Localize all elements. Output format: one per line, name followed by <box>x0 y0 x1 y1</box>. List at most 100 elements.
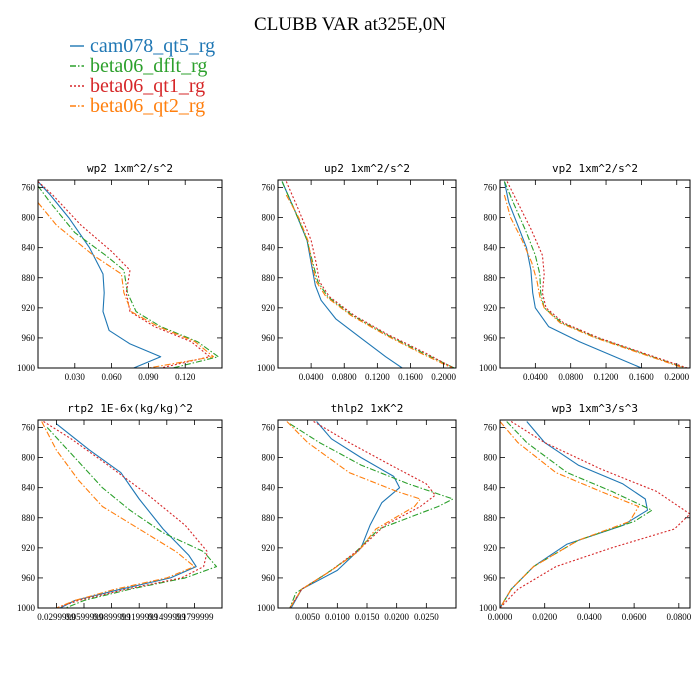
y-tick-label: 760 <box>22 183 36 193</box>
series-line-beta06_qt2_rg <box>503 194 684 368</box>
series-group <box>503 181 688 368</box>
y-tick-label: 840 <box>484 243 498 253</box>
y-tick-label: 1000 <box>257 363 276 373</box>
series-line-beta06_qt2_rg <box>500 421 640 608</box>
y-tick-label: 920 <box>22 543 36 553</box>
series-line-cam078_qt5_rg <box>500 421 649 608</box>
y-tick-label: 760 <box>484 423 498 433</box>
series-line-beta06_qt1_rg <box>500 421 690 608</box>
x-tick-label: 0.0899999 <box>92 612 131 622</box>
x-tick-label: 0.0150 <box>355 612 380 622</box>
panel-grid: wp2 1xm^2/s^2 760 800 840 880 920 960 1000 0.030… <box>17 162 692 622</box>
series-line-beta06_qt2_rg <box>285 194 453 368</box>
legend: cam078_qt5_rgbeta06_dflt_rgbeta06_qt1_rg… <box>70 35 215 117</box>
series-line-beta06_qt2_rg <box>286 421 421 608</box>
y-tick-label: 760 <box>22 423 36 433</box>
x-tick-label: 0.0050 <box>295 612 320 622</box>
x-tick-label: 0.0800 <box>558 372 583 382</box>
x-tick-label: 0.1200 <box>365 372 390 382</box>
y-tick-label: 840 <box>262 483 276 493</box>
panel-6: wp3 1xm^3/s^3 760 800 840 880 920 960 10000.000… <box>479 402 692 622</box>
series-line-cam078_qt5_rg <box>38 181 162 368</box>
panel-title: wp3 1xm^3/s^3 <box>552 402 638 415</box>
plot-frame <box>37 179 223 369</box>
series-line-beta06_dflt_rg <box>503 181 686 368</box>
y-tick-label: 840 <box>262 243 276 253</box>
panel-title: up2 1xm^2/s^2 <box>324 162 410 175</box>
y-tick-label: 1000 <box>17 603 36 613</box>
series-group <box>38 181 219 368</box>
y-tick-label: 880 <box>484 273 498 283</box>
series-line-beta06_qt1_rg <box>285 181 454 368</box>
x-tick-label: 0.0250 <box>414 612 439 622</box>
x-tick-label: 0.120 <box>175 372 196 382</box>
x-tick-label: 0.2000 <box>431 372 456 382</box>
series-group <box>281 181 455 368</box>
y-tick-label: 760 <box>262 183 276 193</box>
series-group <box>500 421 690 608</box>
figure-title: CLUBB VAR at325E,0N <box>254 14 446 35</box>
y-tick-label: 800 <box>484 213 498 223</box>
y-tick-label: 1000 <box>257 603 276 613</box>
y-tick-label: 880 <box>22 513 36 523</box>
x-tick-label: 0.0599999 <box>65 612 104 622</box>
series-line-beta06_dflt_rg <box>289 423 454 608</box>
y-tick-label: 760 <box>262 423 276 433</box>
x-tick-label: 0.0299999 <box>37 612 76 622</box>
x-tick-label: 0.1799999 <box>175 612 214 622</box>
series-group <box>41 421 218 608</box>
y-tick-label: 920 <box>22 303 36 313</box>
y-tick-label: 840 <box>22 243 36 253</box>
x-tick-label: 0.0400 <box>523 372 548 382</box>
x-tick-label: 0.030 <box>65 372 86 382</box>
y-tick-label: 960 <box>262 333 276 343</box>
y-tick-label: 960 <box>262 573 276 583</box>
x-tick-label: 0.2000 <box>664 372 689 382</box>
panel-5: thlp2 1xK^2 760 800 840 880 920 960 1000 0.0050 0… <box>257 402 457 622</box>
x-tick-label: 0.0200 <box>532 612 557 622</box>
x-tick-label: 0.0400 <box>577 612 602 622</box>
y-tick-label: 880 <box>262 513 276 523</box>
x-tick-label: 0.0800 <box>332 372 357 382</box>
panel-3: vp2 1xm^2/s^2 760 800 840 880 920 960 1000 0.040… <box>479 162 691 382</box>
y-tick-label: 920 <box>484 303 498 313</box>
series-line-beta06_qt2_rg <box>38 202 214 368</box>
y-tick-label: 880 <box>484 513 498 523</box>
panel-title: rtp2 1E-6x(kg/kg)^2 <box>67 402 193 415</box>
plot-frame <box>37 419 223 609</box>
y-tick-label: 960 <box>22 573 36 583</box>
x-tick-label: 0.1200 <box>594 372 619 382</box>
x-tick-label: 0.1499999 <box>148 612 187 622</box>
y-tick-label: 800 <box>22 453 36 463</box>
series-line-beta06_qt1_rg <box>289 421 436 608</box>
series-group <box>286 421 454 608</box>
y-tick-label: 800 <box>262 453 276 463</box>
y-tick-label: 1000 <box>479 603 498 613</box>
y-tick-label: 760 <box>484 183 498 193</box>
y-tick-label: 880 <box>22 273 36 283</box>
plot-frame <box>277 419 457 609</box>
series-line-beta06_dflt_rg <box>38 185 219 368</box>
y-tick-label: 920 <box>484 543 498 553</box>
x-tick-label: 0.0000 <box>488 612 513 622</box>
x-tick-label: 0.060 <box>101 372 122 382</box>
x-tick-label: 0.1199999 <box>120 612 158 622</box>
y-tick-label: 920 <box>262 543 276 553</box>
series-line-cam078_qt5_rg <box>56 423 197 608</box>
panel-4: rtp2 1E-6x(kg/kg)^2 760 800 840 880 920 960 100… <box>17 402 223 622</box>
y-tick-label: 920 <box>262 303 276 313</box>
legend-entry: beta06_qt1_rg <box>90 75 205 97</box>
x-tick-label: 0.0100 <box>325 612 350 622</box>
y-tick-label: 960 <box>484 573 498 583</box>
y-tick-label: 840 <box>22 483 36 493</box>
x-tick-label: 0.1600 <box>398 372 423 382</box>
panel-title: thlp2 1xK^2 <box>331 402 404 415</box>
panel-2: up2 1xm^2/s^2 760 800 840 880 920 960 1000 0.040… <box>257 162 457 382</box>
series-line-beta06_qt1_rg <box>506 181 688 368</box>
x-tick-label: 0.0400 <box>299 372 324 382</box>
y-tick-label: 800 <box>262 213 276 223</box>
panel-title: wp2 1xm^2/s^2 <box>87 162 173 175</box>
x-tick-label: 0.0800 <box>666 612 691 622</box>
legend-entry: cam078_qt5_rg <box>90 35 215 57</box>
